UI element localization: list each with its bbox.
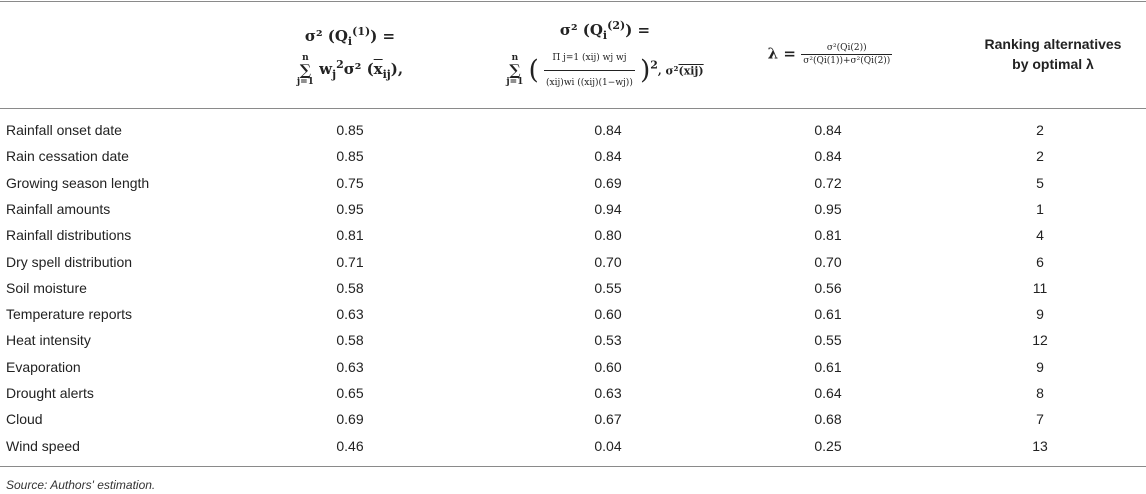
lambda-fraction: σ²(Qi(2)) σ²(Qi(1))+σ²(Qi(2)): [801, 42, 893, 66]
cell-variance-q2: 0.69: [594, 174, 622, 191]
summation-symbol: n ∑ j=1: [506, 53, 524, 87]
cell-lambda: 0.56: [814, 279, 842, 296]
row-label: Rainfall onset date: [6, 122, 122, 138]
header-variance-q2: σ² (Qi(2)) = n ∑ j=1 ( Π j=1 (xij) wj wj…: [460, 0, 750, 108]
table-row: Evaporation 0.63 0.60 0.61 9: [0, 354, 1146, 380]
table-row: Heat intensity 0.58 0.53 0.55 12: [0, 327, 1146, 353]
cell-variance-q2: 0.60: [594, 358, 622, 375]
table-row: Temperature reports 0.63 0.60 0.61 9: [0, 301, 1146, 327]
cell-rank: 5: [1036, 174, 1044, 191]
cell-rank: 11: [1032, 279, 1048, 296]
table-row: Rainfall amounts 0.95 0.94 0.95 1: [0, 196, 1146, 222]
cell-variance-q2: 0.67: [594, 411, 622, 428]
table-row: Drought alerts 0.65 0.63 0.64 8: [0, 380, 1146, 406]
summation-symbol: n ∑ j=1: [296, 53, 314, 87]
cell-variance-q2: 0.94: [594, 200, 622, 217]
cell-variance-q1: 0.63: [336, 306, 364, 323]
cell-lambda: 0.95: [814, 200, 842, 217]
cell-variance-q2: 0.04: [594, 437, 622, 454]
cell-rank: 9: [1036, 306, 1044, 323]
cell-variance-q1: 0.63: [336, 358, 364, 375]
cell-variance-q1: 0.95: [336, 200, 364, 217]
cell-rank: 8: [1036, 385, 1044, 401]
table-row: Cloud 0.69 0.67 0.68 7: [0, 406, 1146, 432]
table-row: Growing season length 0.75 0.69 0.72 5: [0, 170, 1146, 196]
cell-rank: 2: [1036, 148, 1044, 165]
product-fraction: Π j=1 (xij) wj wj (xij)wi ((xij)(1−wj)): [544, 47, 635, 94]
cell-variance-q1: 0.69: [336, 411, 364, 428]
cell-variance-q1: 0.46: [336, 437, 364, 454]
cell-lambda: 0.81: [814, 227, 842, 244]
cell-lambda: 0.70: [814, 253, 842, 270]
cell-rank: 12: [1032, 332, 1048, 349]
row-label: Evaporation: [6, 358, 81, 375]
row-label: Heat intensity: [6, 332, 91, 349]
cell-variance-q2: 0.60: [594, 306, 622, 323]
cell-rank: 4: [1036, 227, 1044, 244]
table-row: Rain cessation date 0.85 0.84 0.84 2: [0, 143, 1146, 169]
row-label: Wind speed: [6, 437, 80, 454]
row-label: Soil moisture: [6, 279, 87, 296]
table-row: Rainfall onset date 0.85 0.84 0.84 2: [0, 117, 1146, 143]
cell-lambda: 0.25: [814, 437, 842, 454]
row-label: Rainfall amounts: [6, 200, 111, 217]
row-label: Cloud: [6, 411, 43, 428]
row-label: Rain cessation date: [6, 148, 129, 165]
cell-variance-q2: 0.53: [594, 332, 622, 349]
cell-variance-q1: 0.81: [336, 227, 364, 244]
cell-lambda: 0.64: [814, 385, 842, 401]
cell-rank: 2: [1036, 122, 1044, 138]
cell-rank: 13: [1032, 437, 1048, 454]
table-row: Rainfall distributions 0.81 0.80 0.81 4: [0, 222, 1146, 248]
cell-rank: 7: [1036, 411, 1044, 428]
cell-variance-q1: 0.65: [336, 385, 364, 401]
cell-lambda: 0.68: [814, 411, 842, 428]
header-lambda: λ = σ²(Qi(2)) σ²(Qi(1))+σ²(Qi(2)): [767, 42, 893, 66]
cell-lambda: 0.72: [814, 174, 842, 191]
cell-variance-q1: 0.85: [336, 148, 364, 165]
row-label: Drought alerts: [6, 385, 94, 401]
table-row: Soil moisture 0.58 0.55 0.56 11: [0, 275, 1146, 301]
row-label: Dry spell distribution: [6, 253, 133, 270]
row-label: Rainfall distributions: [6, 227, 132, 244]
header-ranking: Ranking alternatives by optimal λ: [984, 36, 1122, 72]
header-rule: [0, 108, 1146, 109]
cell-variance-q2: 0.84: [594, 122, 622, 138]
cell-variance-q1: 0.75: [336, 174, 364, 191]
table-bottom-rule: [0, 466, 1146, 467]
header-variance-q1: σ² (Qi(1)) = n ∑ j=1 wj2σ² (xij),: [296, 25, 404, 87]
cell-variance-q2: 0.80: [594, 227, 622, 244]
cell-lambda: 0.61: [814, 306, 842, 323]
row-label: Growing season length: [6, 174, 150, 191]
cell-variance-q1: 0.58: [336, 332, 364, 349]
cell-lambda: 0.84: [814, 122, 842, 138]
source-footnote: Source: Authors' estimation.: [6, 478, 156, 492]
cell-variance-q2: 0.84: [594, 148, 622, 165]
cell-variance-q1: 0.58: [336, 279, 364, 296]
cell-rank: 9: [1036, 358, 1044, 375]
cell-rank: 6: [1036, 253, 1044, 270]
cell-lambda: 0.55: [814, 332, 842, 349]
cell-variance-q2: 0.63: [594, 385, 622, 401]
cell-rank: 1: [1036, 200, 1044, 217]
cell-variance-q1: 0.85: [336, 122, 364, 138]
cell-lambda: 0.84: [814, 148, 842, 165]
table-row: Wind speed 0.46 0.04 0.25 13: [0, 433, 1146, 459]
cell-lambda: 0.61: [814, 358, 842, 375]
cell-variance-q2: 0.70: [594, 253, 622, 270]
table-row: Dry spell distribution 0.71 0.70 0.70 6: [0, 249, 1146, 275]
cell-variance-q1: 0.71: [336, 253, 364, 270]
row-label: Temperature reports: [6, 306, 133, 323]
cell-variance-q2: 0.55: [594, 279, 622, 296]
table-top-rule: [0, 1, 1146, 2]
